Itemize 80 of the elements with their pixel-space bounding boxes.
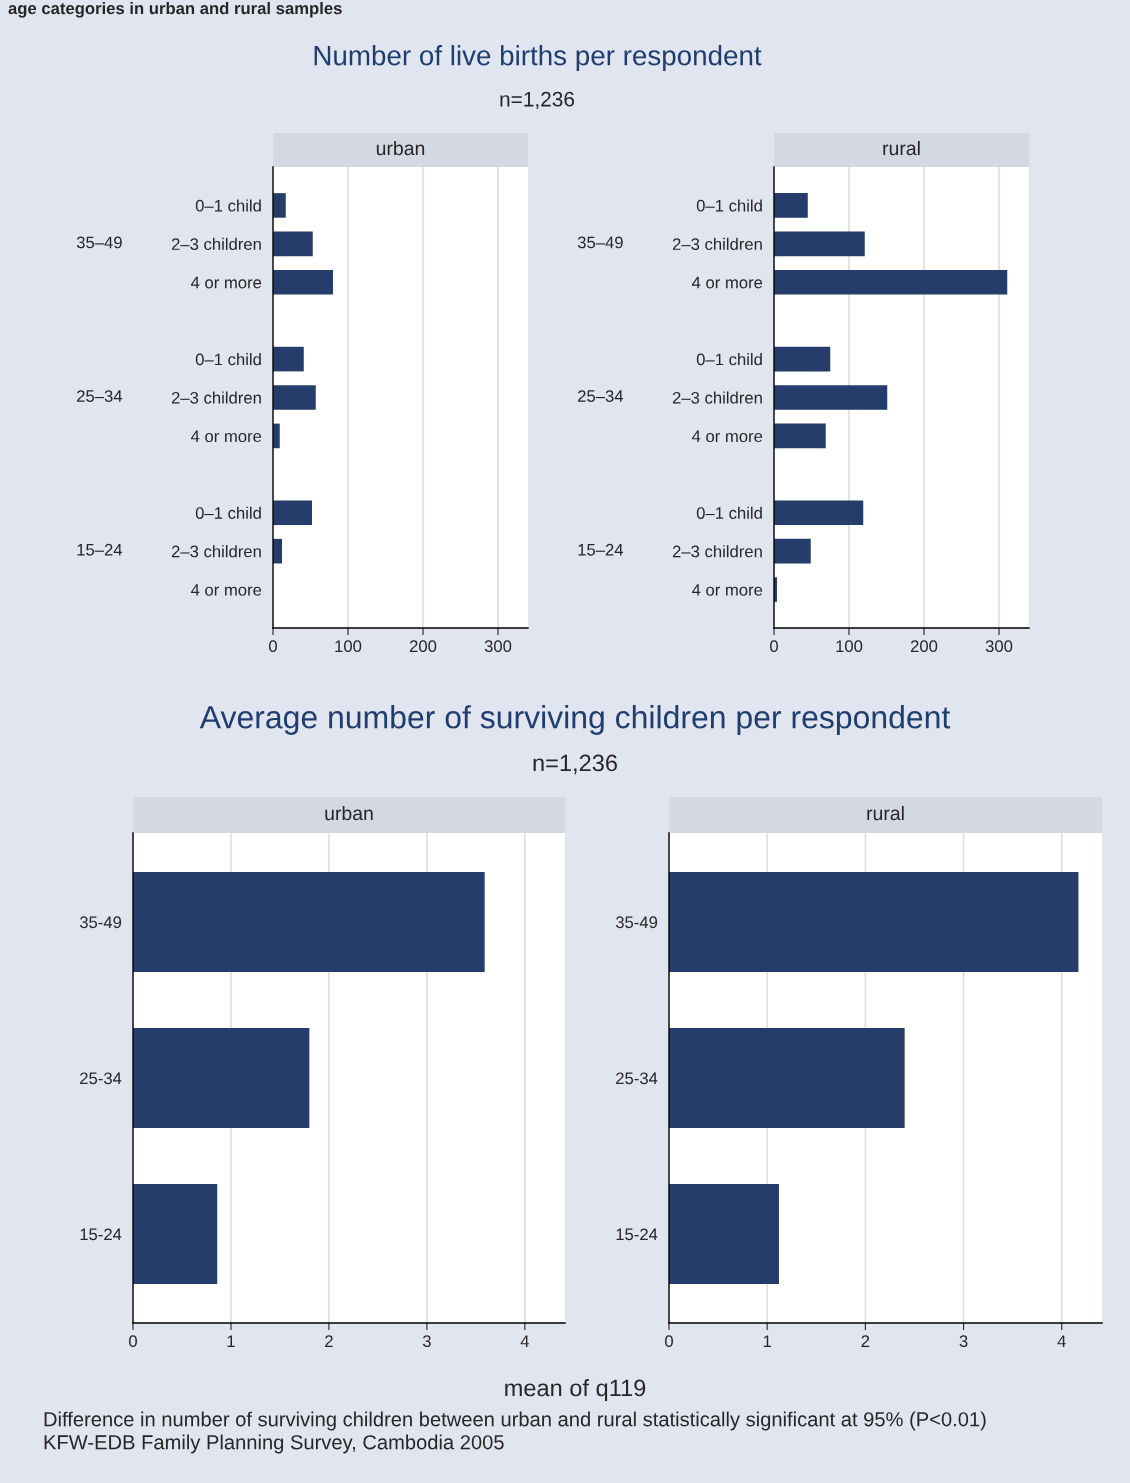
y-tick-label: 35-49 (615, 916, 658, 929)
bar (133, 1184, 218, 1284)
chart-title: urban (376, 140, 425, 156)
y-tick-label: 4 or more (691, 584, 763, 596)
text: 25–34 (578, 390, 624, 402)
x-tick-label: 1 (227, 1335, 235, 1347)
chart-title: rural (883, 140, 920, 156)
y-tick-label: 2–3 children (171, 391, 261, 404)
bar (273, 193, 286, 218)
bar (273, 346, 304, 372)
y-tick-label: 15-24 (80, 1228, 122, 1241)
text: age categories in urban and rural samples (8, 2, 342, 18)
bar (774, 346, 831, 372)
y-tick-label: 0–1 child (696, 199, 762, 212)
y-tick-label: 25-34 (80, 1072, 122, 1085)
chart-title: urban (325, 805, 373, 821)
bar (774, 500, 864, 526)
bar (273, 385, 316, 410)
x-tick-label: 2 (325, 1335, 333, 1347)
text: 35–49 (76, 236, 122, 249)
bar (273, 269, 333, 295)
y-tick-label: 0–1 child (195, 353, 261, 366)
x-tick-label: 300 (484, 640, 512, 653)
text: Number of live births per respondent (314, 45, 762, 71)
y-tick-label: 2–3 children (672, 391, 762, 404)
text: 15–24 (578, 543, 624, 556)
bar (774, 193, 808, 218)
x-tick-label: 0 (770, 640, 778, 653)
bar (774, 538, 811, 564)
x-tick-label: 3 (422, 1335, 431, 1348)
y-tick-label: 0–1 child (195, 199, 261, 212)
y-tick-label: 2–3 children (672, 545, 762, 558)
chart-title: rural (867, 805, 904, 821)
bar (774, 385, 888, 410)
y-tick-label: 4 or more (190, 276, 262, 289)
x-tick-label: 4 (520, 1335, 529, 1347)
y-tick-label: 4 or more (190, 430, 262, 443)
text: n=1,236 (500, 91, 575, 110)
bar (774, 423, 826, 449)
bar (133, 1028, 310, 1128)
y-tick-label: 0–1 child (696, 506, 762, 519)
text: 35–49 (577, 236, 623, 249)
y-tick-label: 0–1 child (696, 353, 762, 366)
x-axis-title: mean of q119 (505, 1379, 646, 1402)
x-tick-label: 300 (985, 640, 1013, 653)
y-tick-label: 2–3 children (171, 237, 261, 251)
y-tick-label: 0–1 child (195, 506, 261, 519)
bar (669, 872, 1079, 972)
text: 25–34 (77, 390, 123, 402)
x-tick-label: 3 (959, 1335, 968, 1348)
x-tick-label: 0 (269, 640, 277, 653)
text: Average number of surviving children per respondent (199, 705, 951, 735)
x-tick-label: 200 (910, 640, 938, 653)
bar (273, 231, 313, 257)
bar (133, 872, 485, 972)
y-tick-label: 25-34 (616, 1072, 658, 1085)
y-tick-label: 35-49 (79, 916, 122, 929)
bar (273, 500, 312, 526)
x-tick-label: 1 (763, 1335, 772, 1347)
text: n=1,236 (533, 754, 617, 775)
text: KFW-EDB Family Planning Survey, Cambodia 2005 (44, 1434, 504, 1454)
x-tick-label: 100 (335, 640, 362, 653)
bar (669, 1184, 779, 1284)
x-tick-label: 0 (665, 1335, 673, 1348)
y-tick-label: 4 or more (691, 276, 763, 289)
y-tick-label: 4 or more (691, 430, 763, 443)
bar (774, 231, 865, 257)
x-tick-label: 4 (1057, 1335, 1066, 1347)
bar (774, 269, 1008, 295)
bar (669, 1028, 905, 1128)
y-tick-label: 4 or more (190, 584, 262, 596)
x-tick-label: 200 (409, 640, 437, 653)
text: 15–24 (77, 543, 123, 556)
x-tick-label: 100 (836, 640, 863, 653)
x-tick-label: 2 (861, 1335, 870, 1347)
text: Difference in number of surviving children between urban and rural statistically significant at 95% (P<0.01) (44, 1411, 986, 1431)
y-tick-label: 2–3 children (171, 545, 261, 558)
x-tick-label: 0 (129, 1335, 137, 1348)
y-tick-label: 2–3 children (672, 237, 762, 251)
y-tick-label: 15-24 (616, 1228, 658, 1241)
